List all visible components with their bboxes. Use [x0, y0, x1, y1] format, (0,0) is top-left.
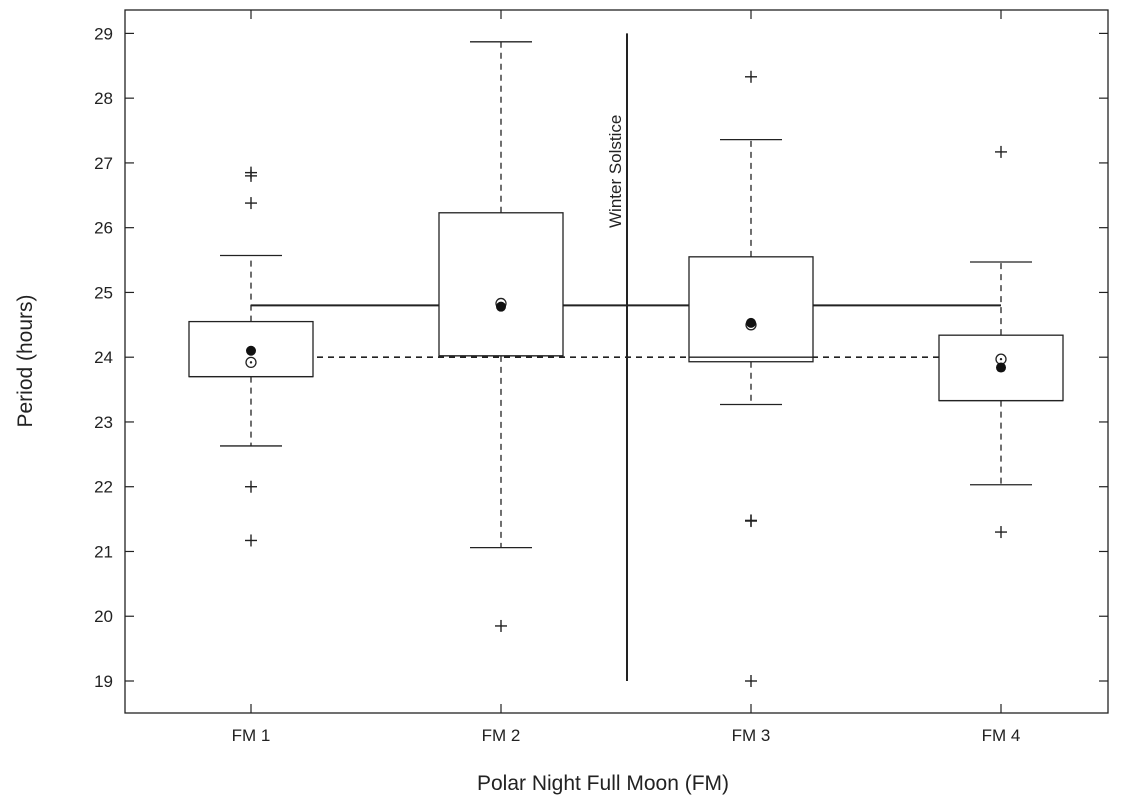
- annotations: Winter Solstice: [606, 33, 628, 681]
- box-fm-4: [938, 145, 1064, 539]
- mean-marker: [246, 345, 256, 356]
- y-tick-label: 28: [94, 89, 113, 108]
- x-tick-label: FM 4: [982, 726, 1021, 745]
- x-axis: FM 1 FM 2 FM 3 FM 4: [232, 10, 1021, 745]
- winter-solstice-label: Winter Solstice: [606, 115, 625, 228]
- box-series: [188, 41, 1064, 687]
- y-tick-label: 21: [94, 542, 113, 561]
- y-tick-label: 22: [94, 478, 113, 497]
- y-tick-label: 23: [94, 413, 113, 432]
- y-tick-label: 25: [94, 283, 113, 302]
- x-tick-label: FM 1: [232, 726, 271, 745]
- y-axis: 19 20 21 22 23 24 25 26 27 28 29: [94, 24, 1108, 691]
- x-tick-label: FM 3: [732, 726, 771, 745]
- x-axis-title: Polar Night Full Moon (FM): [477, 772, 729, 795]
- mean-marker: [496, 301, 506, 312]
- plot-frame: [124, 9, 1109, 714]
- iqr-box: [438, 212, 564, 357]
- y-tick-label: 20: [94, 607, 113, 626]
- open-mean-dot: [999, 357, 1003, 361]
- box-fm-3: [688, 70, 814, 687]
- open-mean-dot: [249, 361, 253, 364]
- y-axis-title: Period (hours): [14, 294, 37, 427]
- box-fm-1: [188, 166, 314, 547]
- mean-marker: [746, 317, 756, 328]
- y-tick-label: 26: [94, 219, 113, 238]
- y-tick-label: 19: [94, 672, 113, 691]
- mean-marker: [996, 362, 1006, 373]
- y-tick-label: 29: [94, 24, 113, 43]
- box-fm-2: [438, 41, 564, 632]
- y-tick-label: 24: [94, 348, 113, 367]
- iqr-box: [688, 256, 814, 363]
- x-tick-label: FM 2: [482, 726, 521, 745]
- y-tick-label: 27: [94, 154, 113, 173]
